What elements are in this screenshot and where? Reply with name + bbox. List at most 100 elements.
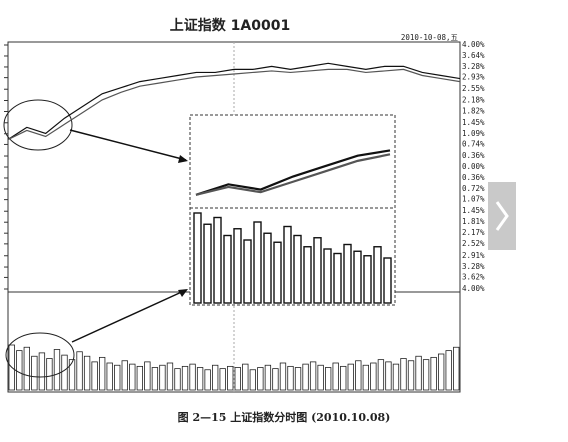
- volume-bar: [46, 358, 53, 391]
- y-tick-label: 3.64%: [462, 51, 485, 60]
- zoom-volume-bar: [243, 239, 252, 304]
- y-tick-label: 1.82%: [462, 106, 485, 115]
- caption: 图 2—15 上证指数分时图 (2010.10.08): [178, 410, 391, 424]
- y-tick-label: 1.09%: [462, 129, 485, 138]
- volume-bar: [174, 368, 181, 391]
- volume-bar: [219, 368, 226, 391]
- zoom-volume-bar: [373, 246, 382, 304]
- zoom-volume-bar: [283, 225, 292, 304]
- zoom-line: [195, 153, 391, 196]
- price-line: [7, 68, 461, 141]
- zoom-volume-bar: [353, 250, 362, 304]
- zoom-volume-bar: [303, 246, 312, 304]
- y-tick-label: 2.17%: [462, 228, 485, 237]
- arrow-head: [178, 289, 188, 297]
- y-tick-label: 2.52%: [462, 239, 485, 248]
- volume-bar: [8, 344, 15, 391]
- y-tick-label: 1.81%: [462, 217, 485, 226]
- zoom-volume-bar: [223, 234, 232, 304]
- zoom-volume-bar: [233, 228, 242, 304]
- volume-bar: [437, 353, 445, 391]
- volume-bar: [362, 364, 370, 391]
- volume-bar: [16, 350, 23, 391]
- volume-bar: [76, 351, 83, 391]
- zoom-volume-bar: [383, 257, 392, 304]
- chart-title: 上证指数 1A0001: [170, 17, 290, 34]
- y-tick-label: 3.62%: [462, 272, 485, 281]
- volume-bar: [159, 364, 166, 391]
- zoom-line: [195, 149, 391, 196]
- volume-bar: [370, 362, 377, 391]
- y-tick-label: 0.72%: [462, 184, 485, 193]
- y-tick-label: 2.91%: [462, 251, 485, 260]
- volume-bar: [445, 350, 452, 391]
- volume-bar: [38, 352, 46, 391]
- zoom-volume-bar: [313, 237, 322, 304]
- y-tick-label: 4.00%: [462, 284, 485, 293]
- volume-bar: [129, 363, 136, 391]
- volume-bar: [317, 364, 324, 391]
- zoom-volume-bar: [203, 223, 212, 304]
- volume-bar: [144, 361, 151, 391]
- zoom-volume-bar: [363, 255, 372, 304]
- volume-bar: [377, 359, 385, 391]
- highlight-ellipse: [5, 332, 75, 378]
- y-tick-label: 2.18%: [462, 96, 485, 105]
- volume-bar: [83, 355, 91, 391]
- y-tick-label: 3.28%: [462, 62, 485, 71]
- volume-bar: [31, 355, 38, 391]
- y-tick-label: 0.36%: [462, 173, 485, 182]
- volume-bar: [189, 363, 196, 391]
- volume-bar: [91, 361, 98, 391]
- volume-bar: [340, 365, 347, 391]
- volume-bar: [151, 367, 159, 391]
- next-button[interactable]: [488, 182, 516, 250]
- volume-bar: [23, 346, 30, 391]
- arrow: [69, 129, 187, 161]
- volume-bar: [211, 364, 219, 391]
- volume-bar: [166, 362, 174, 391]
- y-tick-label: 1.45%: [462, 118, 485, 127]
- volume-bar: [294, 367, 302, 391]
- zoom-volume-bar: [193, 212, 202, 304]
- volume-bar: [53, 349, 61, 391]
- volume-bar: [324, 367, 332, 391]
- zoom-volume-bar: [293, 234, 302, 304]
- volume-bar: [196, 367, 204, 391]
- volume-bar: [68, 359, 76, 391]
- next-button-bg[interactable]: [488, 182, 516, 250]
- y-tick-label: 3.28%: [462, 262, 485, 271]
- volume-bar: [181, 365, 189, 391]
- zoom-volume-bar: [253, 221, 262, 304]
- arrow-head: [178, 155, 188, 163]
- volume-bar: [121, 360, 128, 391]
- y-tick-label: 2.55%: [462, 84, 485, 93]
- volume-bar: [332, 362, 339, 391]
- y-tick-label: 0.00%: [462, 162, 485, 171]
- volume-bar: [227, 365, 234, 391]
- volume-bar: [453, 346, 460, 391]
- volume-bar: [422, 359, 430, 391]
- zoom-volume-bar: [333, 252, 342, 304]
- y-tick-label: 4.00%: [462, 40, 485, 49]
- volume-bar: [136, 365, 143, 391]
- volume-bar: [99, 356, 106, 391]
- y-tick-label: 0.74%: [462, 139, 485, 148]
- volume-bar: [264, 364, 272, 391]
- volume-bar: [234, 367, 241, 391]
- volume-bar: [392, 363, 400, 391]
- zoom-volume-bar: [263, 232, 272, 304]
- y-tick-label: 2.93%: [462, 73, 485, 82]
- volume-bar: [257, 367, 264, 391]
- volume-bar: [355, 360, 362, 391]
- chevron[interactable]: [495, 201, 509, 231]
- volume-bar: [61, 354, 68, 391]
- volume-bar: [106, 362, 113, 391]
- volume-bar: [309, 361, 317, 391]
- volume-bar: [249, 369, 256, 391]
- zoom-volume-bar: [323, 248, 332, 304]
- volume-bar: [347, 363, 354, 391]
- zoom-volume-bar: [343, 243, 352, 304]
